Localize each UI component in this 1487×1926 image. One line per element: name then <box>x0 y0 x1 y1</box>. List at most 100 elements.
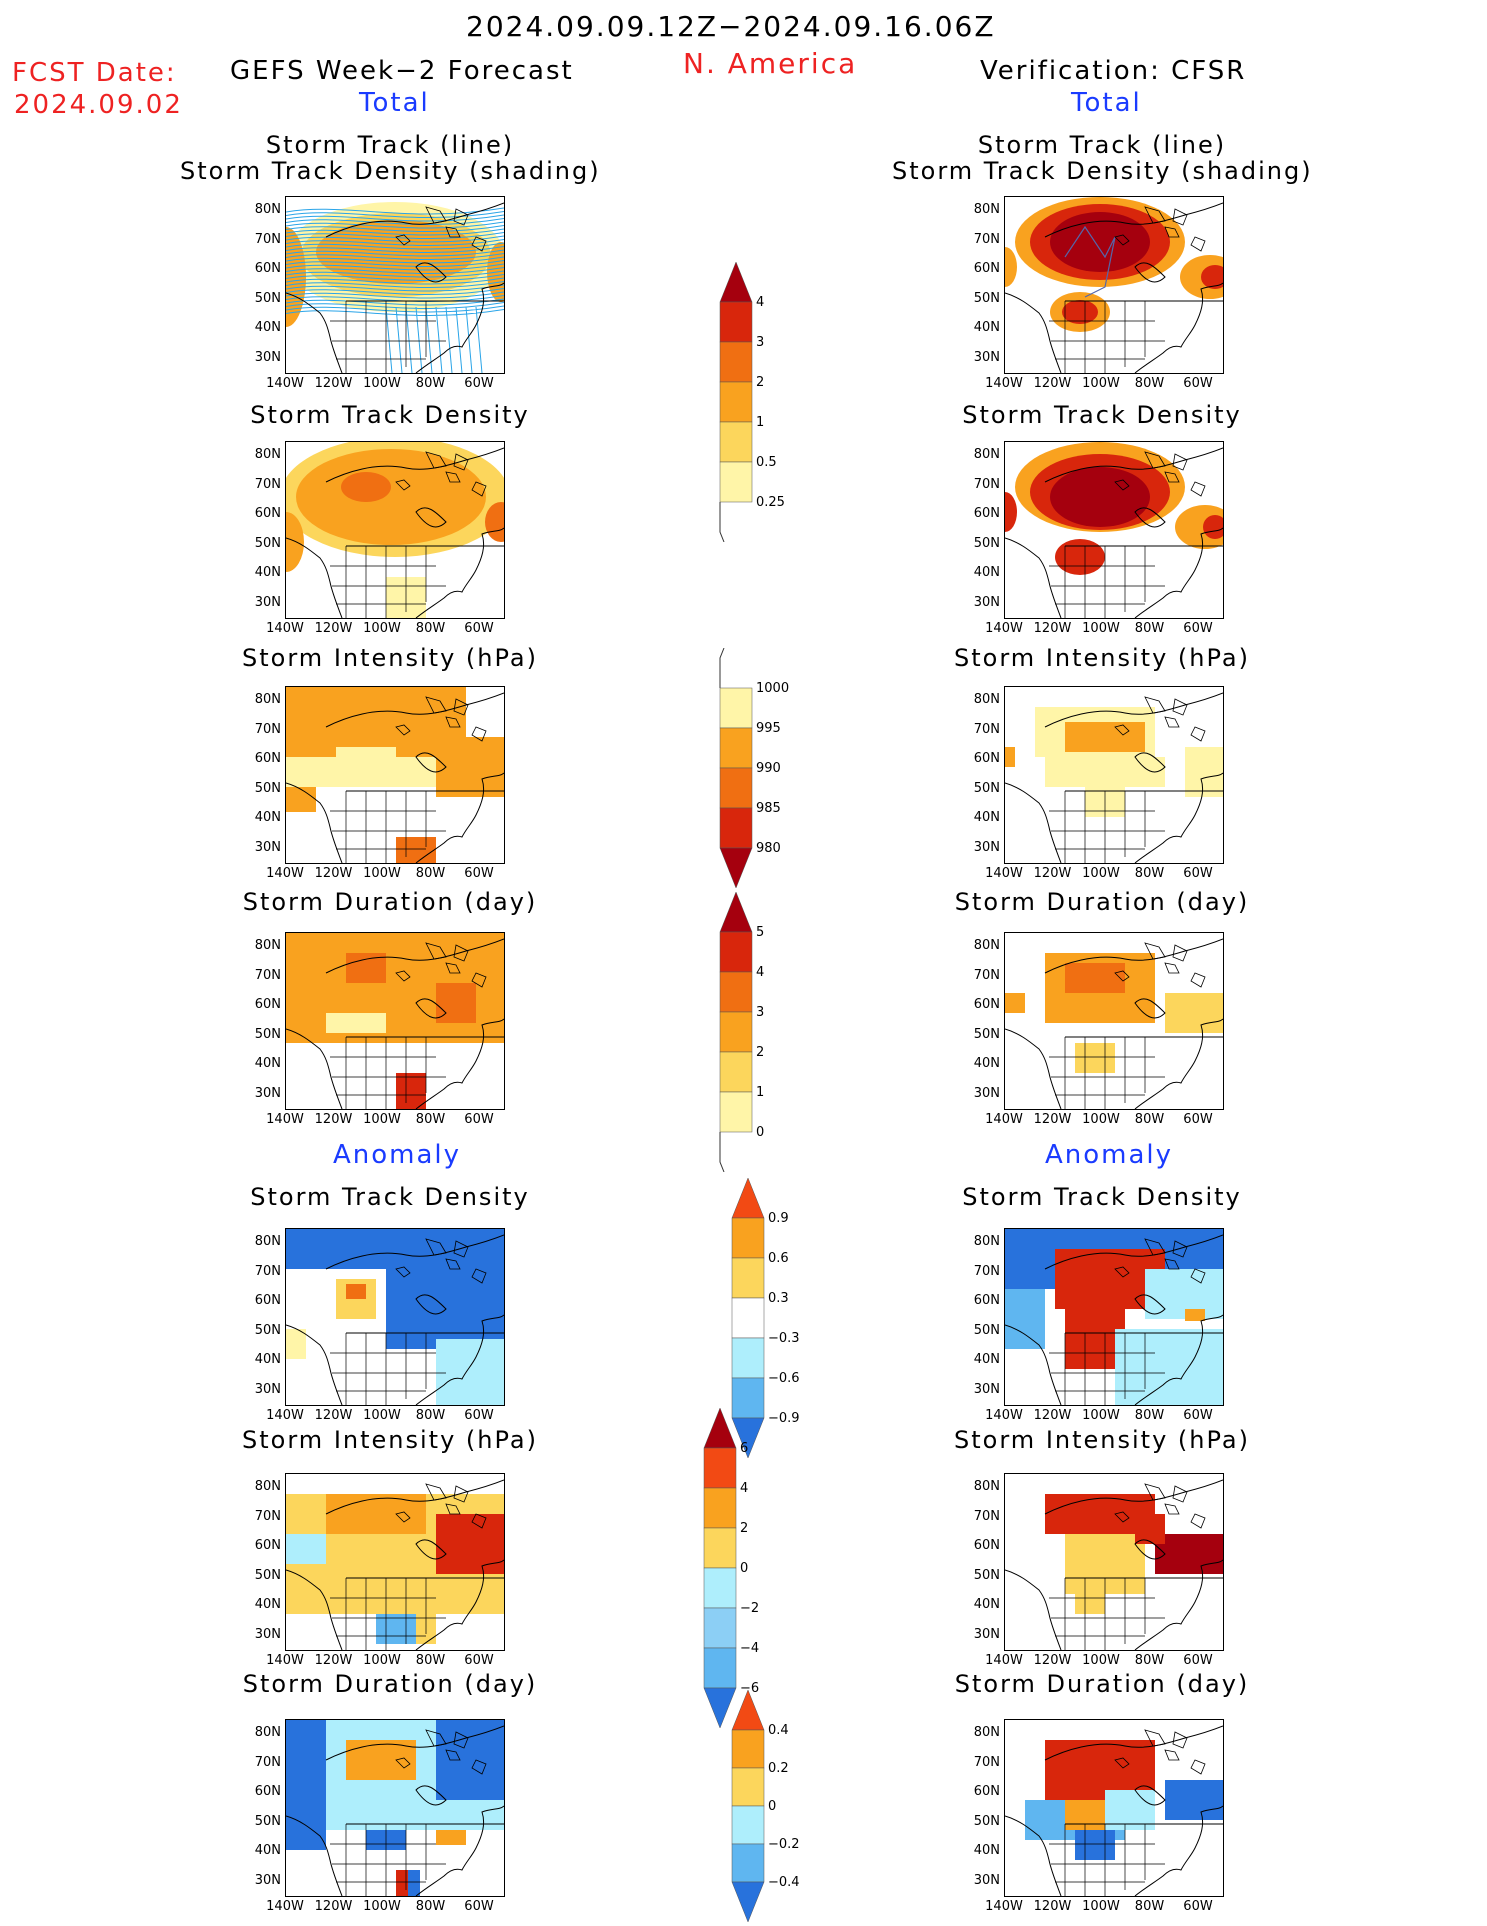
lon-tick-label: 140W <box>266 1112 304 1127</box>
lat-tick-label: 80N <box>973 1725 1000 1740</box>
lat-tick-label: 40N <box>973 1056 1000 1071</box>
cbar-anom-density-label-4: −0.6 <box>768 1371 800 1386</box>
lat-tick-label: 30N <box>254 839 281 855</box>
lat-tick-label: 30N <box>973 594 1000 610</box>
lat-tick-label: 70N <box>254 1263 281 1279</box>
lon-tick-label: 120W <box>314 1899 353 1914</box>
right-track-shading-title: Storm Track Density (shading) <box>892 157 1313 185</box>
cbar-anom-density-label-3: −0.3 <box>768 1331 800 1346</box>
lat-tick-label: 60N <box>973 751 1000 766</box>
lon-tick-label: 140W <box>985 1899 1023 1914</box>
lat-tick-label: 60N <box>254 1293 281 1308</box>
lon-tick-label: 120W <box>1033 621 1072 636</box>
cbar-intensity-label-3: 985 <box>756 801 781 816</box>
lat-tick-label: 70N <box>254 476 281 492</box>
lat-tick-label: 60N <box>254 1538 281 1553</box>
lon-tick-label: 120W <box>314 866 353 881</box>
lon-tick-label: 100W <box>363 376 401 391</box>
lat-tick-label: 30N <box>254 1085 281 1101</box>
lat-tick-label: 50N <box>254 290 281 306</box>
lon-tick-label: 60W <box>464 1112 494 1127</box>
lat-tick-label: 30N <box>973 349 1000 365</box>
cbar-anom-density-label-2: 0.3 <box>768 1291 789 1306</box>
left-track-line-title: Storm Track (line) <box>265 131 515 159</box>
lon-tick-label: 140W <box>266 1899 304 1914</box>
left-anomaly-label: Anomaly <box>333 1140 462 1170</box>
cbar-duration-label-1: 4 <box>756 965 765 980</box>
period-title: 2024.09.09.12Z−2024.09.16.06Z <box>466 10 996 43</box>
cbar-intensity-label-1: 995 <box>756 721 781 736</box>
right-anom-density-map <box>1004 1228 1224 1406</box>
lon-tick-label: 60W <box>464 866 494 881</box>
right-total-label: Total <box>1071 88 1142 118</box>
lat-tick-label: 70N <box>254 1508 281 1524</box>
left-anom-density-title: Storm Track Density <box>250 1183 530 1211</box>
cbar-intensity-label-2: 990 <box>756 761 781 776</box>
lat-tick-label: 70N <box>254 1754 281 1770</box>
lat-tick-label: 40N <box>254 1352 281 1367</box>
lon-tick-label: 120W <box>314 1112 353 1127</box>
lat-tick-label: 50N <box>973 1567 1000 1583</box>
lat-tick-label: 80N <box>254 1234 281 1249</box>
lat-tick-label: 60N <box>973 1784 1000 1799</box>
lon-tick-label: 100W <box>1082 1112 1120 1127</box>
colorbar-duration-anomaly: 0.4 0.2 0 −0.2 −0.4 <box>728 1689 848 1923</box>
left-anom-duration-title: Storm Duration (day) <box>242 1670 538 1698</box>
colorbar-duration-total: 5 4 3 2 1 0 <box>716 891 836 1173</box>
cbar-anom-intensity-label-5: −4 <box>740 1641 760 1656</box>
cbar-anom-duration-label-2: 0 <box>768 1799 777 1814</box>
lon-tick-label: 60W <box>1183 621 1213 636</box>
lat-tick-label: 80N <box>254 938 281 953</box>
right-anom-intensity-map <box>1004 1473 1224 1651</box>
lon-tick-label: 80W <box>1134 1899 1165 1914</box>
lat-tick-label: 30N <box>254 349 281 365</box>
lat-tick-label: 60N <box>254 1784 281 1799</box>
lat-tick-label: 50N <box>973 1813 1000 1829</box>
left-total-label: Total <box>359 88 430 118</box>
lon-tick-label: 80W <box>415 866 446 881</box>
right-density-title: Storm Track Density <box>962 401 1242 429</box>
cbar-density-label-5: 0.25 <box>756 495 785 510</box>
lat-tick-label: 30N <box>973 1626 1000 1642</box>
lon-tick-label: 80W <box>1134 866 1165 881</box>
left-duration-title: Storm Duration (day) <box>242 888 538 916</box>
lat-tick-label: 30N <box>254 1381 281 1397</box>
lon-tick-label: 120W <box>314 376 353 391</box>
cbar-density-label-4: 0.5 <box>756 455 777 470</box>
lon-tick-label: 100W <box>1082 621 1120 636</box>
lon-tick-label: 80W <box>1134 376 1165 391</box>
lon-tick-label: 60W <box>1183 1112 1213 1127</box>
lon-tick-label: 100W <box>1082 1899 1120 1914</box>
lon-tick-label: 80W <box>415 1408 446 1423</box>
lon-tick-label: 60W <box>464 376 494 391</box>
right-intensity-map <box>1004 686 1224 864</box>
left-intensity-title: Storm Intensity (hPa) <box>242 644 538 672</box>
lon-tick-label: 60W <box>1183 1899 1213 1914</box>
colorbar-intensity-anomaly: 6 4 2 0 −2 −4 −6 <box>700 1407 820 1729</box>
lat-tick-label: 30N <box>254 1626 281 1642</box>
lat-tick-label: 40N <box>973 565 1000 580</box>
lon-tick-label: 60W <box>1183 1653 1213 1668</box>
cbar-density-label-1: 3 <box>756 335 765 350</box>
lat-tick-label: 70N <box>973 1754 1000 1770</box>
cbar-density-label-0: 4 <box>756 295 765 310</box>
left-intensity-map <box>285 686 505 864</box>
lat-tick-label: 60N <box>973 1293 1000 1308</box>
lat-tick-label: 50N <box>973 780 1000 796</box>
lat-tick-label: 50N <box>254 535 281 551</box>
lat-tick-label: 70N <box>254 721 281 737</box>
lat-tick-label: 80N <box>973 1479 1000 1494</box>
cbar-anom-intensity-label-4: −2 <box>740 1601 760 1616</box>
lat-tick-label: 50N <box>973 290 1000 306</box>
fcst-date-value: 2024.09.02 <box>14 90 183 120</box>
lat-tick-label: 30N <box>973 1085 1000 1101</box>
lat-tick-label: 80N <box>973 938 1000 953</box>
lon-tick-label: 100W <box>1082 376 1120 391</box>
right-anomaly-label: Anomaly <box>1045 1140 1174 1170</box>
lat-tick-label: 40N <box>973 1843 1000 1858</box>
lat-tick-label: 40N <box>254 1056 281 1071</box>
lat-tick-label: 50N <box>254 1026 281 1042</box>
lat-tick-label: 70N <box>973 1508 1000 1524</box>
cbar-anom-density-label-1: 0.6 <box>768 1251 789 1266</box>
lat-tick-label: 80N <box>254 202 281 217</box>
